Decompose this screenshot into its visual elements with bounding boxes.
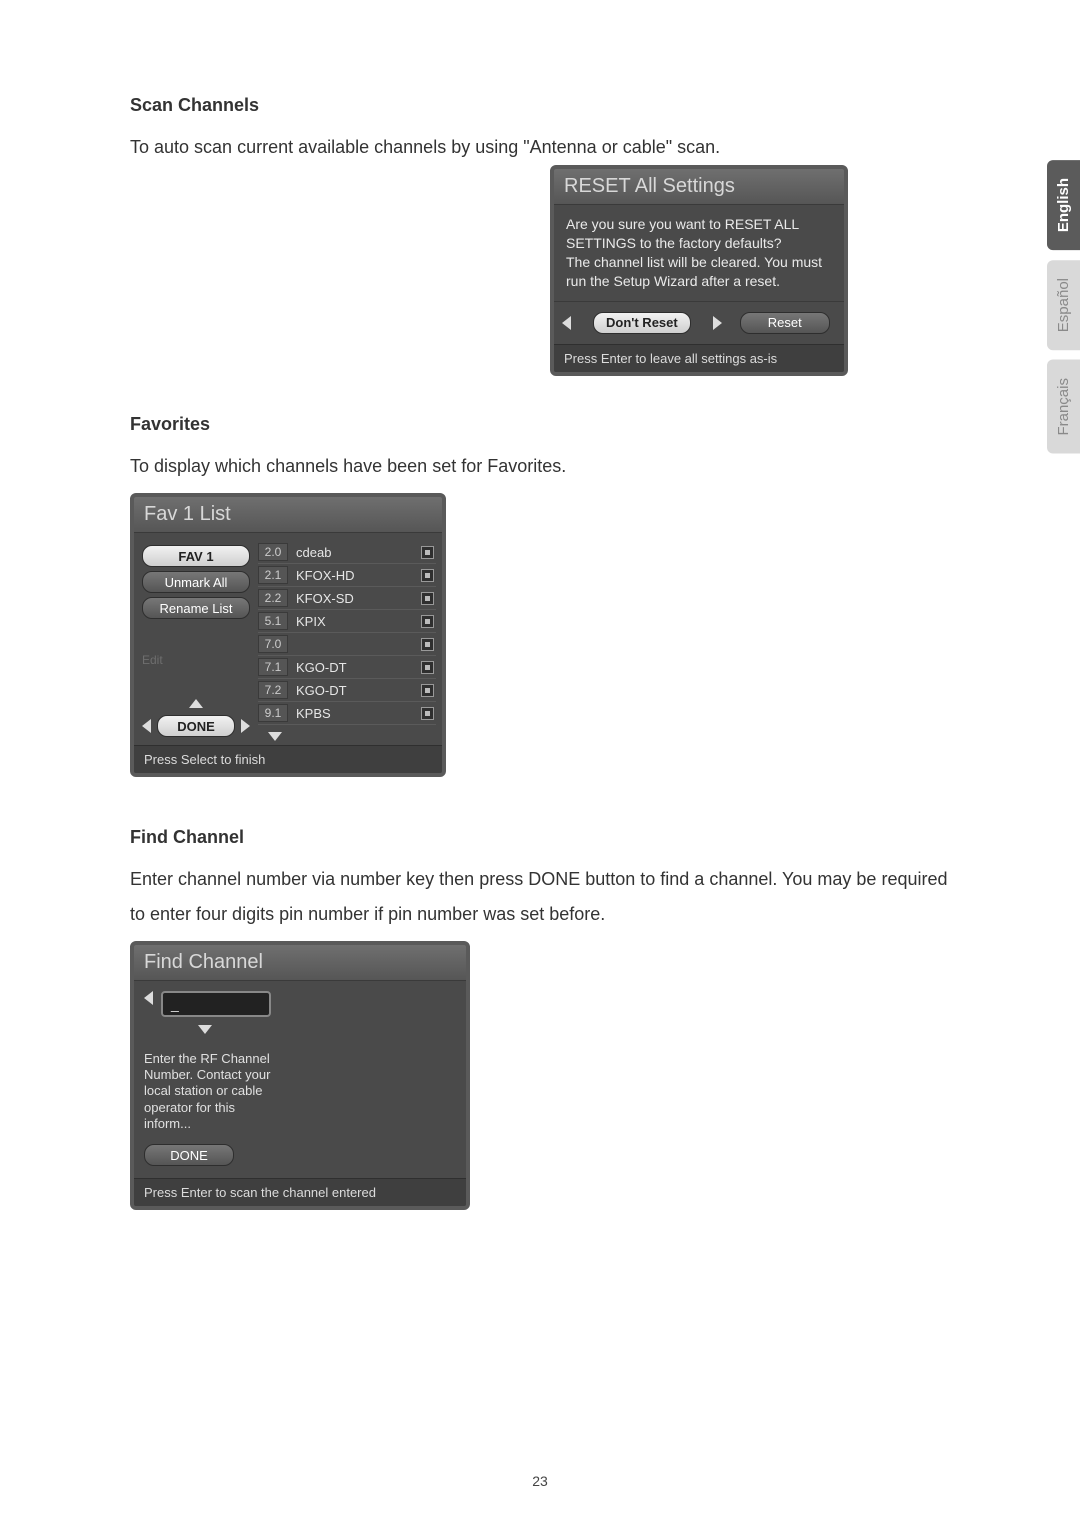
edit-label: Edit — [142, 653, 250, 667]
channel-number: 7.0 — [258, 635, 288, 653]
favorites-panel-footer: Press Select to finish — [134, 745, 442, 773]
channel-number: 9.1 — [258, 704, 288, 722]
reset-dialog: RESET All Settings Are you sure you want… — [550, 165, 848, 376]
channel-checkbox[interactable] — [421, 592, 434, 605]
favorites-panel: Fav 1 List FAV 1 Unmark All Rename List … — [130, 493, 446, 777]
channel-number: 5.1 — [258, 612, 288, 630]
find-channel-heading: Find Channel — [130, 827, 950, 848]
reset-dialog-body: Are you sure you want to RESET ALL SETTI… — [554, 205, 844, 301]
find-channel-panel-title: Find Channel — [134, 945, 466, 981]
find-channel-done-button[interactable]: DONE — [144, 1144, 234, 1166]
channel-number: 2.1 — [258, 566, 288, 584]
arrow-right-icon — [713, 316, 722, 330]
arrow-left-icon — [562, 316, 571, 330]
language-tabs: English Español Français — [1047, 160, 1080, 454]
channel-name: KPBS — [296, 706, 413, 721]
channel-row[interactable]: 2.1 KFOX-HD — [258, 564, 436, 587]
favorites-done-button[interactable]: DONE — [157, 715, 235, 737]
language-tab-français[interactable]: Français — [1047, 360, 1080, 454]
favorites-left-column: FAV 1 Unmark All Rename List Edit DONE — [134, 533, 258, 745]
reset-dialog-title: RESET All Settings — [554, 169, 844, 205]
channel-number: 7.1 — [258, 658, 288, 676]
channel-row[interactable]: 5.1 KPIX — [258, 610, 436, 633]
reset-dialog-button-row: Don't Reset Reset — [554, 301, 844, 344]
arrow-right-icon — [241, 719, 250, 733]
channel-number: 2.0 — [258, 543, 288, 561]
scan-channels-heading: Scan Channels — [130, 95, 950, 116]
scan-channels-section: Scan Channels To auto scan current avail… — [130, 95, 950, 164]
fav1-button[interactable]: FAV 1 — [142, 545, 250, 567]
find-channel-section: Find Channel Enter channel number via nu… — [130, 827, 950, 1210]
channel-row[interactable]: 2.2 KFOX-SD — [258, 587, 436, 610]
find-channel-text: Enter channel number via number key then… — [130, 862, 950, 930]
favorites-heading: Favorites — [130, 414, 950, 435]
channel-number: 7.2 — [258, 681, 288, 699]
dont-reset-button[interactable]: Don't Reset — [593, 312, 691, 334]
channel-name: KFOX-SD — [296, 591, 413, 606]
rename-list-button[interactable]: Rename List — [142, 597, 250, 619]
channel-name: cdeab — [296, 545, 413, 560]
channel-number: 2.2 — [258, 589, 288, 607]
reset-dialog-footer: Press Enter to leave all settings as-is — [554, 344, 844, 372]
channel-name: KGO-DT — [296, 660, 413, 675]
arrow-down-icon — [268, 732, 282, 741]
arrow-left-icon — [142, 719, 151, 733]
arrow-up-icon — [189, 699, 203, 708]
channel-checkbox[interactable] — [421, 684, 434, 697]
reset-dialog-text-1: Are you sure you want to RESET ALL SETTI… — [566, 215, 832, 253]
channel-name: KFOX-HD — [296, 568, 413, 583]
find-channel-input[interactable]: _ — [161, 991, 271, 1017]
language-tab-español[interactable]: Español — [1047, 260, 1080, 350]
reset-dialog-text-2: The channel list will be cleared. You mu… — [566, 253, 832, 291]
channel-checkbox[interactable] — [421, 546, 434, 559]
find-channel-panel: Find Channel _ Enter the RF Channel Numb… — [130, 941, 470, 1210]
favorites-panel-title: Fav 1 List — [134, 497, 442, 533]
channel-row[interactable]: 9.1 KPBS — [258, 702, 436, 725]
channel-row[interactable]: 7.1 KGO-DT — [258, 656, 436, 679]
language-tab-english[interactable]: English — [1047, 160, 1080, 250]
reset-button[interactable]: Reset — [740, 312, 830, 334]
find-channel-help-text: Enter the RF Channel Number. Contact you… — [144, 1051, 274, 1132]
arrow-left-icon — [144, 991, 153, 1005]
channel-checkbox[interactable] — [421, 707, 434, 720]
channel-checkbox[interactable] — [421, 615, 434, 628]
unmark-all-button[interactable]: Unmark All — [142, 571, 250, 593]
channel-checkbox[interactable] — [421, 569, 434, 582]
channel-name: KGO-DT — [296, 683, 413, 698]
favorites-channel-list: 2.0 cdeab 2.1 KFOX-HD 2.2 KFOX-SD 5.1 KPIX 7.0 7.… — [258, 533, 442, 745]
scan-channels-text: To auto scan current available channels … — [130, 130, 950, 164]
find-channel-panel-footer: Press Enter to scan the channel entered — [134, 1178, 466, 1206]
channel-row[interactable]: 7.0 — [258, 633, 436, 656]
channel-checkbox[interactable] — [421, 638, 434, 651]
favorites-text: To display which channels have been set … — [130, 449, 950, 483]
channel-name: KPIX — [296, 614, 413, 629]
channel-row[interactable]: 7.2 KGO-DT — [258, 679, 436, 702]
channel-row[interactable]: 2.0 cdeab — [258, 541, 436, 564]
arrow-down-icon — [198, 1025, 212, 1034]
page-number: 23 — [532, 1473, 548, 1489]
channel-checkbox[interactable] — [421, 661, 434, 674]
favorites-section: Favorites To display which channels have… — [130, 414, 950, 777]
